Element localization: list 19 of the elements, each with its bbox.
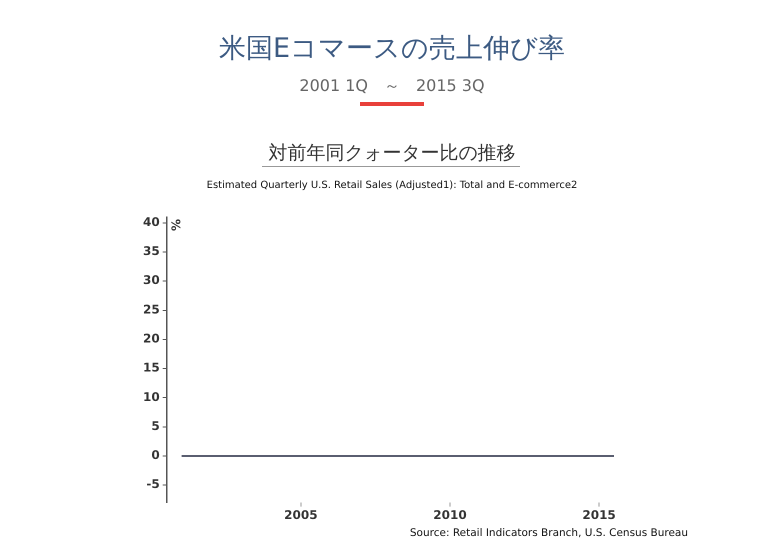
source-note: Source: Retail Indicators Branch, U.S. Census Bureau [410, 527, 688, 539]
y-tick-label: 25 [142, 302, 160, 316]
chart-title: 米国Eコマースの売上伸び率 [218, 32, 566, 66]
y-tick-label: -5 [146, 477, 160, 492]
y-tick-label: 35 [142, 244, 160, 258]
x-tick-label: 2010 [433, 508, 467, 522]
y-tick-label: 30 [142, 273, 160, 288]
x-tick-label: 2015 [582, 508, 616, 522]
y-tick-label: 40 [142, 214, 160, 229]
y-tick-label: 20 [142, 332, 160, 346]
y-tick-label: 15 [142, 360, 160, 375]
y-tick-label: 10 [142, 390, 160, 404]
y-axis-title: % [168, 219, 183, 232]
y-tick-label: 0 [151, 448, 160, 462]
chart-subtitle: 2001 1Q ～ 2015 3Q [298, 76, 486, 97]
x-tick-label: 2005 [284, 508, 318, 522]
text: Estimated Quarterly U.S. Retail Sales (Adjusted1): Total and E-commerce2 [206, 180, 578, 191]
y-tick-label: 5 [151, 418, 160, 433]
text: 対前年同クォーター比の推移 [268, 141, 516, 166]
